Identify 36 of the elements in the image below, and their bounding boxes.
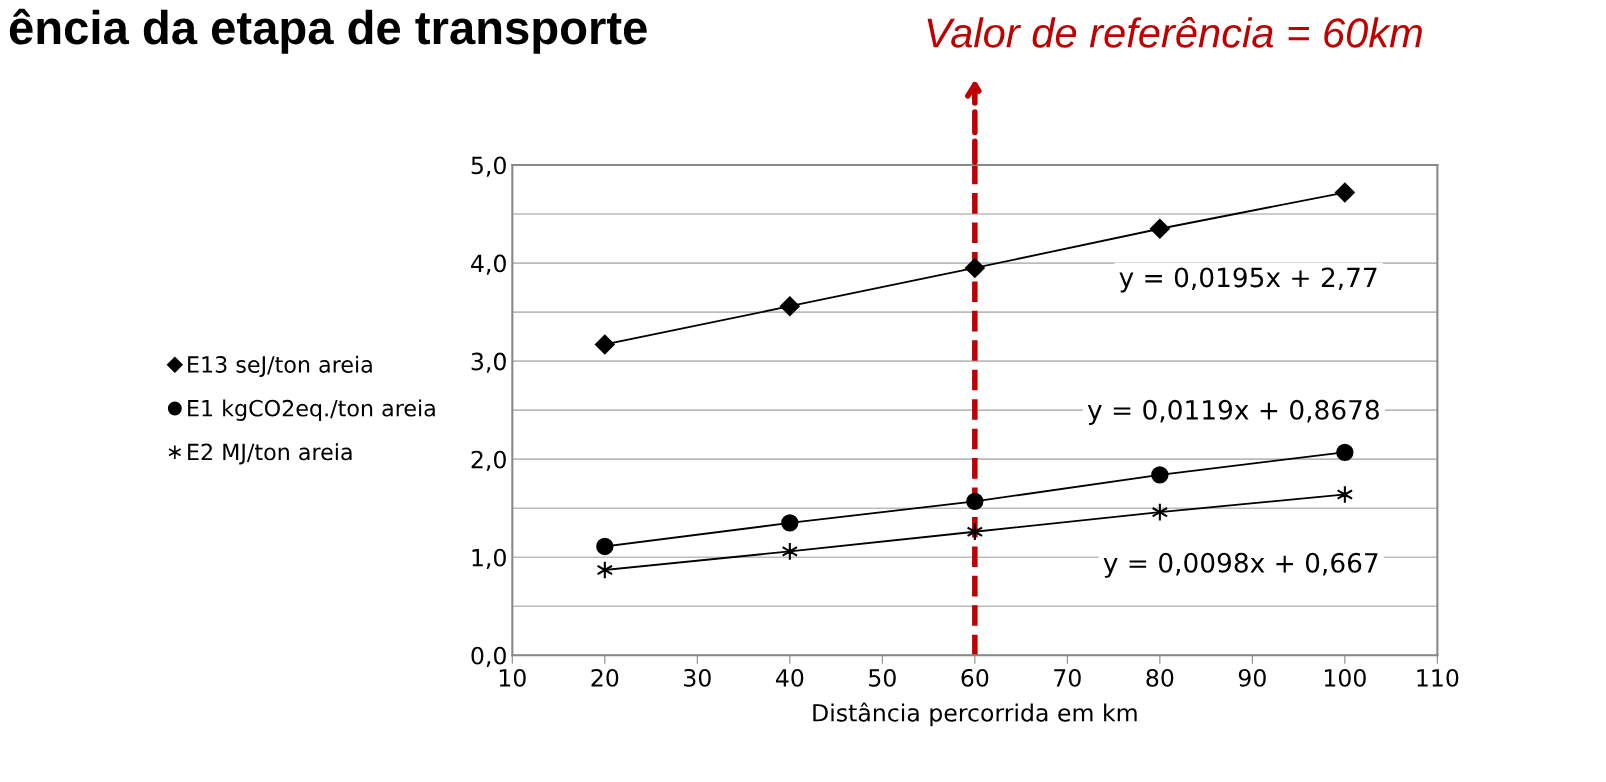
legend-label: E13 seJ/ton areia [188,355,372,378]
x-tick-label: 60 [961,668,989,687]
y-tick-label: 3,0 [471,352,506,373]
ref-line-label: Valor de referência = 60km [927,16,1422,48]
point [781,514,799,532]
annotation: y = 0,0195x + 2,77 [1119,267,1377,293]
x-tick-label: 20 [591,668,619,687]
x-tick-label: 100 [1324,668,1366,687]
point [594,334,615,355]
point [1336,443,1354,462]
x-tick-label: 90 [1238,668,1266,687]
point [966,492,984,511]
x-tick-label: 10 [499,668,526,687]
point [1149,218,1170,239]
x-tick-label: 70 [1054,668,1081,687]
x-tick-label: 40 [775,668,804,687]
annotation: y = 0,0098x + 0,667 [1103,552,1378,578]
y-tick-label: 4,0 [471,254,506,275]
y-tick-label: 0,0 [471,646,506,668]
x-tick-label: 110 [1417,668,1459,687]
y-tick-label: 5,0 [471,156,506,177]
chart-title: ência da etapa de transporte [9,8,647,54]
y-tick-label: 2,0 [471,450,506,471]
x-tick-label: 50 [869,668,896,687]
point [1334,182,1355,203]
annotation: y = 0,0119x + 0,8678 [1087,399,1379,425]
x-tick-label: 80 [1146,668,1174,687]
legend-label: E2 MJ/ton areia [188,443,352,465]
point [964,258,985,278]
x-tick-label: 30 [684,668,711,687]
x-axis-title: Distância percorrida em km [813,702,1137,727]
point [1151,466,1169,484]
legend-label: E1 kgCO2eq./ton areia [188,399,435,421]
point [779,296,800,317]
point [596,537,614,556]
y-tick-label: 1,0 [472,548,506,569]
